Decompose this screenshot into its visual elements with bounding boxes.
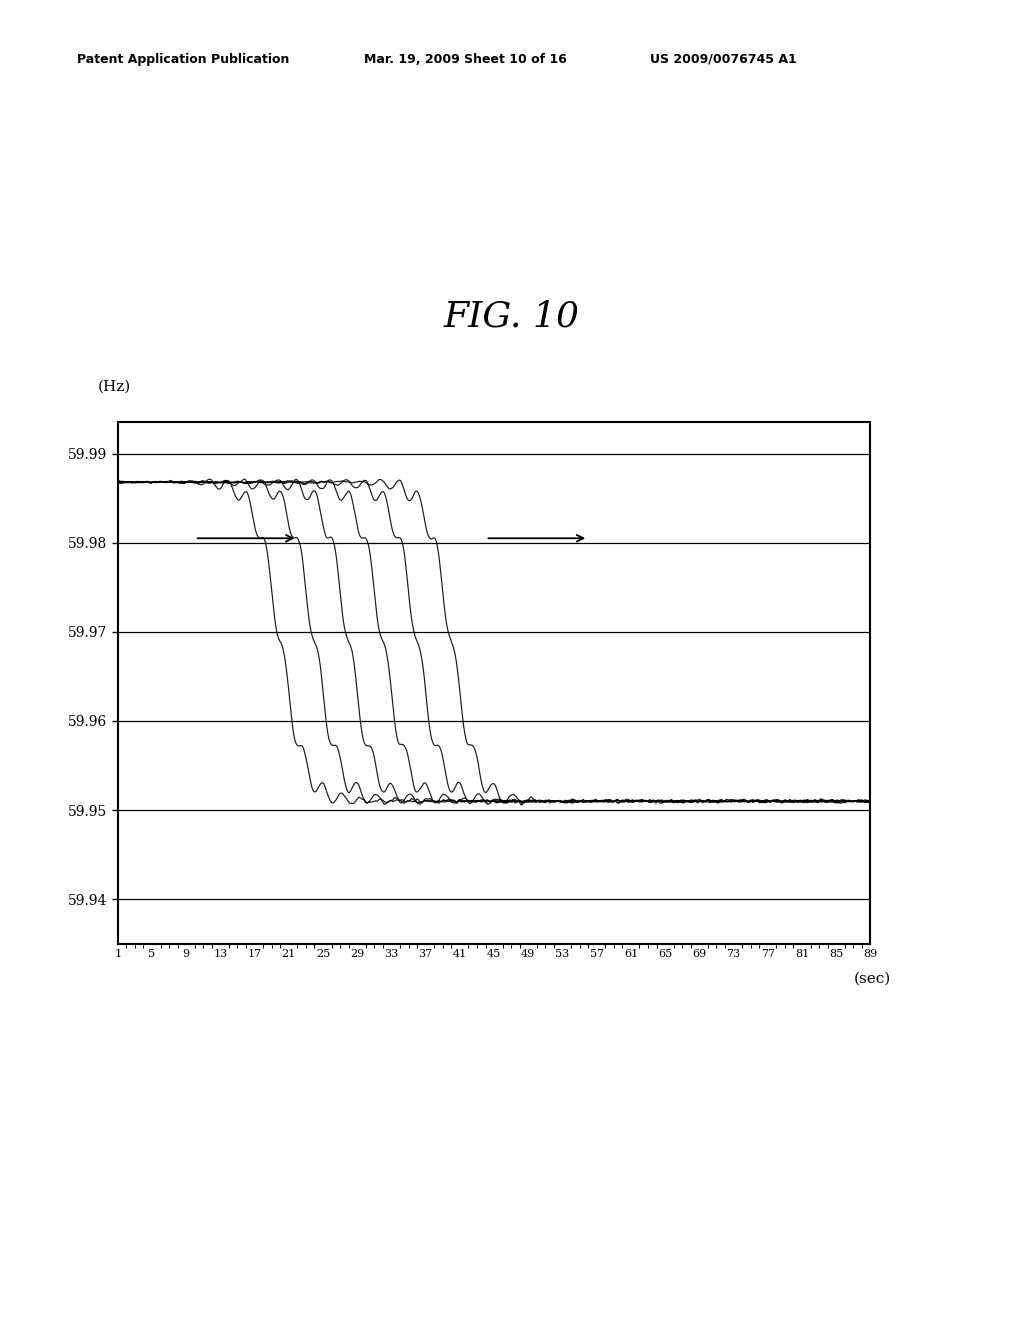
- Text: FIG. 10: FIG. 10: [444, 300, 580, 334]
- Text: US 2009/0076745 A1: US 2009/0076745 A1: [650, 53, 797, 66]
- Text: (Hz): (Hz): [97, 379, 130, 393]
- Text: Mar. 19, 2009 Sheet 10 of 16: Mar. 19, 2009 Sheet 10 of 16: [364, 53, 566, 66]
- Text: (sec): (sec): [854, 972, 891, 986]
- Text: Patent Application Publication: Patent Application Publication: [77, 53, 289, 66]
